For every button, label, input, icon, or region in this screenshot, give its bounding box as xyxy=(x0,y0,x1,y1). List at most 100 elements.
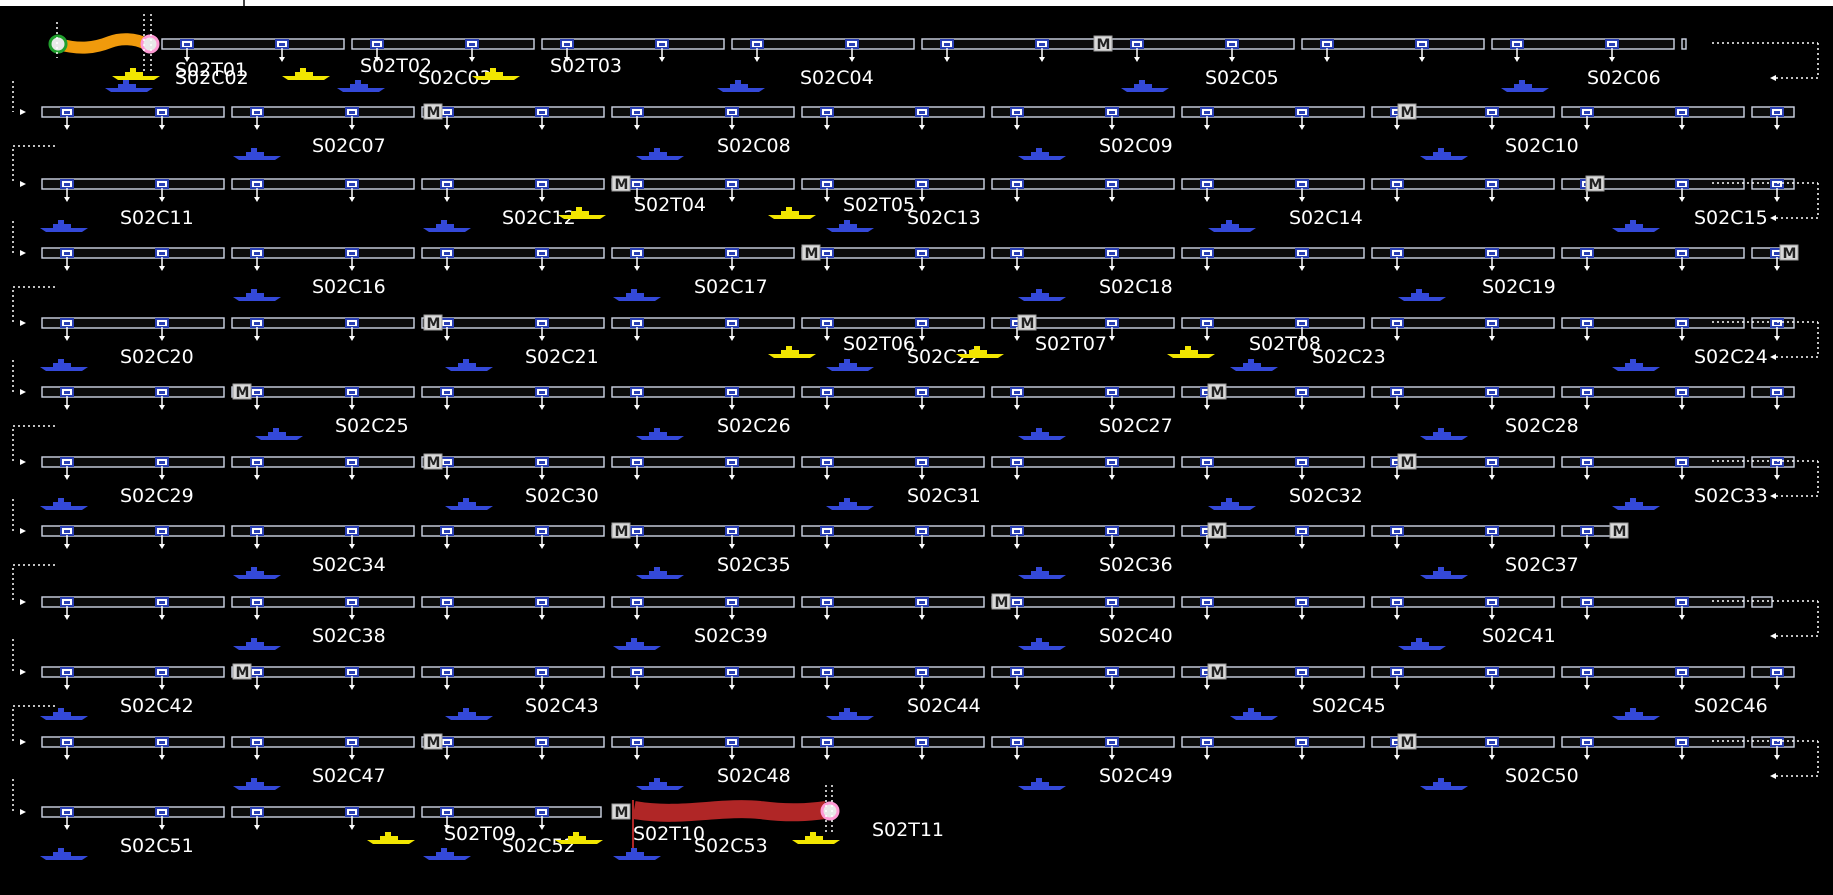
rail-segment[interactable] xyxy=(1181,666,1365,678)
connector-icon[interactable] xyxy=(1295,179,1309,202)
connector-icon[interactable] xyxy=(250,107,264,130)
idle-ship-icon[interactable] xyxy=(1420,778,1468,790)
rail-segment[interactable] xyxy=(231,386,415,398)
connector-icon[interactable] xyxy=(440,457,454,480)
transit-ship-group[interactable]: S02T06 xyxy=(768,333,915,358)
idle-ship-icon[interactable] xyxy=(826,359,874,371)
connector-icon[interactable] xyxy=(1200,737,1214,760)
rail-segment[interactable] xyxy=(1751,596,1773,608)
m-marker[interactable]: M xyxy=(801,244,821,262)
idle-ship-icon[interactable] xyxy=(423,848,471,860)
rail-segment[interactable] xyxy=(541,38,725,50)
route-end[interactable] xyxy=(632,785,840,848)
connector-icon[interactable] xyxy=(440,318,454,341)
transit-ship-group[interactable]: S02T01 xyxy=(112,59,247,81)
connector-icon[interactable] xyxy=(1320,39,1334,62)
connector-icon[interactable] xyxy=(630,597,644,620)
connector-icon[interactable] xyxy=(250,457,264,480)
idle-ship-icon[interactable] xyxy=(1018,567,1066,579)
connector-icon[interactable] xyxy=(440,107,454,130)
connector-icon[interactable] xyxy=(820,597,834,620)
connector-icon[interactable] xyxy=(1010,248,1024,271)
connector-icon[interactable] xyxy=(1010,597,1024,620)
connector-icon[interactable] xyxy=(155,457,169,480)
connector-icon[interactable] xyxy=(750,39,764,62)
connector-icon[interactable] xyxy=(440,737,454,760)
connector-icon[interactable] xyxy=(1105,526,1119,549)
connector-icon[interactable] xyxy=(1510,39,1524,62)
rail-segment[interactable] xyxy=(1371,178,1555,190)
connector-icon[interactable] xyxy=(535,248,549,271)
rail-segment[interactable] xyxy=(231,106,415,118)
connector-icon[interactable] xyxy=(630,737,644,760)
connector-icon[interactable] xyxy=(1010,107,1024,130)
connector-icon[interactable] xyxy=(250,526,264,549)
rail-segment[interactable] xyxy=(1371,666,1555,678)
rail-segment[interactable] xyxy=(1181,525,1365,537)
connector-icon[interactable] xyxy=(1010,387,1024,410)
idle-ship-icon[interactable] xyxy=(1420,428,1468,440)
rail-segment[interactable] xyxy=(421,525,605,537)
connector-icon[interactable] xyxy=(60,107,74,130)
m-marker[interactable]: M xyxy=(232,663,252,681)
connector-icon[interactable] xyxy=(1295,457,1309,480)
transit-ship-icon[interactable] xyxy=(555,832,603,844)
rail-segment[interactable] xyxy=(991,317,1175,329)
rail-segment[interactable] xyxy=(421,247,605,259)
connector-icon[interactable] xyxy=(940,39,954,62)
rail-segment[interactable] xyxy=(41,806,225,818)
connector-icon[interactable] xyxy=(1485,457,1499,480)
connector-icon[interactable] xyxy=(1010,526,1024,549)
connector-icon[interactable] xyxy=(1200,318,1214,341)
connector-icon[interactable] xyxy=(440,248,454,271)
connector-icon[interactable] xyxy=(345,248,359,271)
idle-ship-icon[interactable] xyxy=(1208,498,1256,510)
connector-icon[interactable] xyxy=(630,667,644,690)
rail-segment[interactable] xyxy=(1181,106,1365,118)
connector-icon[interactable] xyxy=(275,39,289,62)
rail-segment[interactable] xyxy=(611,386,795,398)
connector-icon[interactable] xyxy=(1295,248,1309,271)
connector-icon[interactable] xyxy=(535,737,549,760)
connector-icon[interactable] xyxy=(155,807,169,830)
rail-segment[interactable] xyxy=(1181,247,1365,259)
idle-ship-icon[interactable] xyxy=(233,289,281,301)
connector-icon[interactable] xyxy=(535,526,549,549)
rail-segment[interactable] xyxy=(231,596,415,608)
connector-icon[interactable] xyxy=(1485,179,1499,202)
connector-icon[interactable] xyxy=(1200,457,1214,480)
connector-icon[interactable] xyxy=(1130,39,1144,62)
rail-segment[interactable] xyxy=(1371,736,1555,748)
rail-segment[interactable] xyxy=(1181,596,1365,608)
rail-segment[interactable] xyxy=(231,456,415,468)
rail-segment[interactable] xyxy=(991,106,1175,118)
connector-icon[interactable] xyxy=(630,179,644,202)
idle-ship-icon[interactable] xyxy=(233,148,281,160)
idle-ship-icon[interactable] xyxy=(40,220,88,232)
idle-ship-icon[interactable] xyxy=(636,778,684,790)
connector-icon[interactable] xyxy=(250,248,264,271)
m-marker[interactable]: M xyxy=(1779,244,1799,262)
connector-icon[interactable] xyxy=(1580,248,1594,271)
connector-icon[interactable] xyxy=(1390,248,1404,271)
connector-icon[interactable] xyxy=(725,318,739,341)
connector-icon[interactable] xyxy=(440,807,454,830)
idle-ship-icon[interactable] xyxy=(636,567,684,579)
transit-ship-icon[interactable] xyxy=(956,346,1004,358)
idle-ship-icon[interactable] xyxy=(1121,80,1169,92)
m-marker[interactable]: M xyxy=(1397,733,1417,751)
connector-icon[interactable] xyxy=(535,807,549,830)
connector-icon[interactable] xyxy=(1485,526,1499,549)
connector-icon[interactable] xyxy=(1675,107,1689,130)
rail-segment[interactable] xyxy=(1181,456,1365,468)
connector-icon[interactable] xyxy=(1675,737,1689,760)
connector-icon[interactable] xyxy=(1605,39,1619,62)
idle-ship-icon[interactable] xyxy=(1398,638,1446,650)
rail-segment[interactable] xyxy=(991,736,1175,748)
rail-segment[interactable] xyxy=(1371,456,1555,468)
rail-segment[interactable] xyxy=(41,666,225,678)
idle-ship-icon[interactable] xyxy=(445,359,493,371)
rail-segment[interactable] xyxy=(161,38,345,50)
idle-ship-icon[interactable] xyxy=(1612,708,1660,720)
idle-ship-icon[interactable] xyxy=(613,848,661,860)
